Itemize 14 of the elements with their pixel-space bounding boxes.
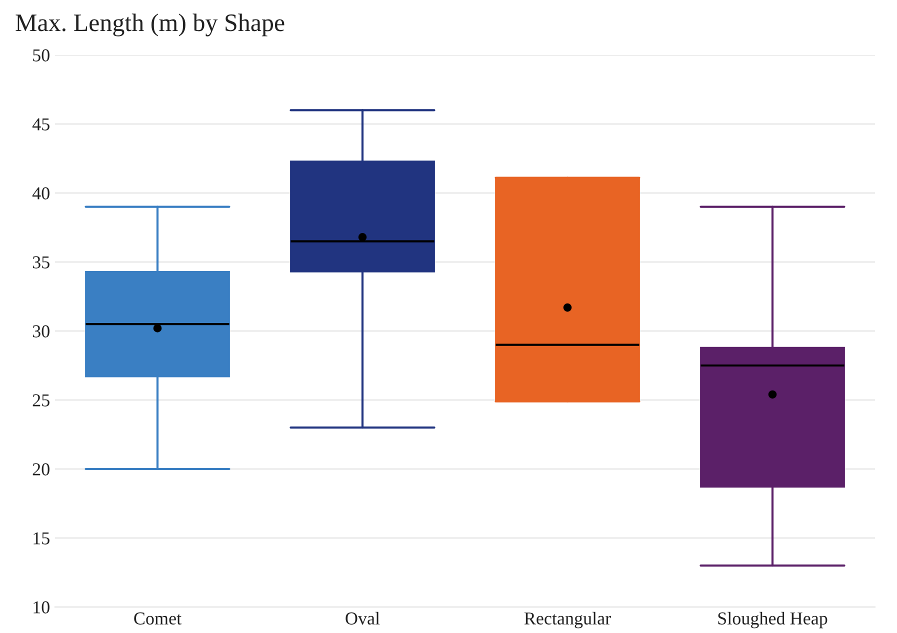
x-tick-label: Rectangular xyxy=(524,612,611,628)
y-tick-label: 40 xyxy=(32,187,50,200)
x-tick-label: Oval xyxy=(346,612,380,625)
y-tick-label: 45 xyxy=(32,118,50,130)
y-tick-label: 50 xyxy=(33,49,50,62)
x-tick-label: Comet xyxy=(134,612,182,625)
y-tick-label: 30 xyxy=(32,325,50,338)
x-tick-label: Sloughed Heap xyxy=(718,612,828,628)
y-tick-label: 25 xyxy=(32,394,50,406)
y-tick-label: 20 xyxy=(32,463,50,476)
chart-title: Max. Length (m) by Shape xyxy=(16,14,284,36)
y-tick-label: 10 xyxy=(34,601,50,614)
y-tick-label: 15 xyxy=(34,532,50,544)
y-tick-label: 35 xyxy=(32,256,50,268)
